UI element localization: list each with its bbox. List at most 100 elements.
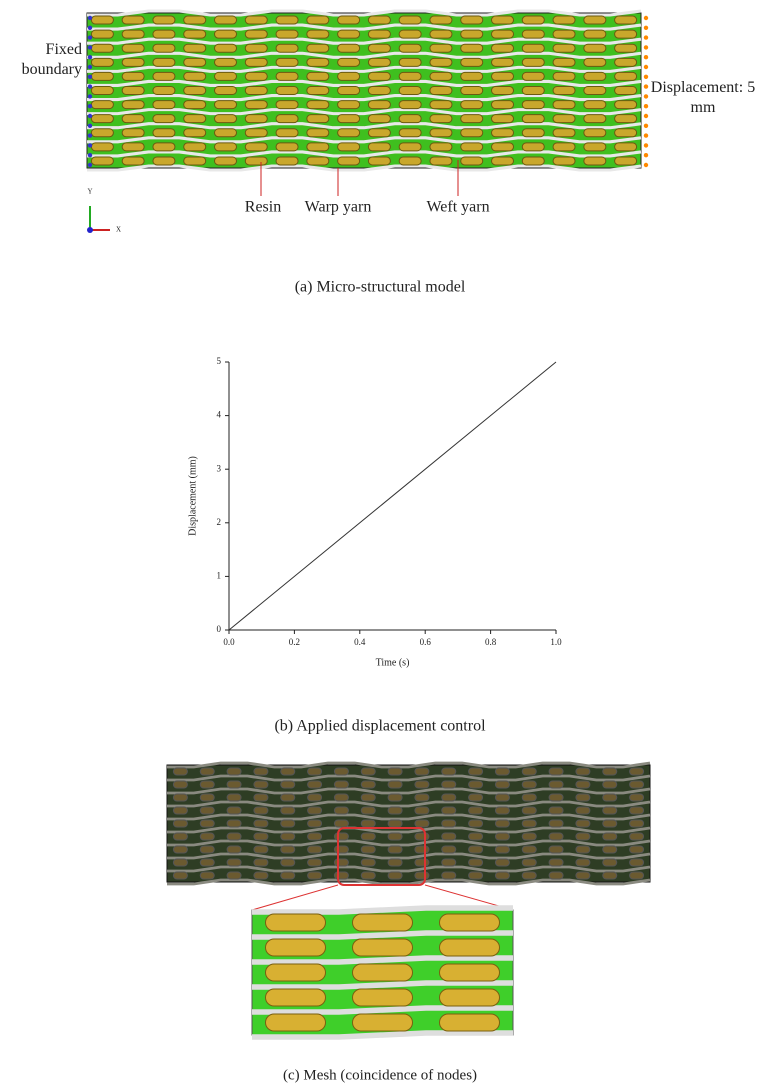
yarn [549,846,563,853]
yarn [334,820,348,827]
yarn [361,833,375,840]
yarn [353,1014,413,1031]
yarn [440,914,500,931]
yarn [338,44,360,52]
yarn [388,833,402,840]
yarn [495,794,509,801]
yarn [461,129,483,137]
yarn [368,115,390,123]
yarn [495,781,509,788]
yarn [227,820,241,827]
yarn [122,143,144,151]
bc-marker [88,16,92,20]
yarn [266,1014,326,1031]
yarn [200,859,214,866]
yarn [153,157,175,165]
yarn [430,115,452,123]
yarn [215,129,237,137]
zoom-line [252,885,338,910]
yarn [615,157,637,165]
yarn [215,157,237,165]
yarn [245,44,267,52]
yarn [522,768,536,775]
yarn [276,44,298,52]
yarn [276,157,298,165]
yarn [630,820,644,827]
yarn [153,16,175,24]
yarn [184,143,206,151]
yarn [553,30,575,38]
yarn [522,820,536,827]
yarn [184,101,206,109]
yarn [576,781,590,788]
yarn [495,872,509,879]
bc-marker [88,55,92,59]
yarn [153,30,175,38]
yarn [338,157,360,165]
yarn [334,833,348,840]
yarn [361,768,375,775]
yarn [276,16,298,24]
bc-marker [88,124,92,128]
yarn [553,72,575,80]
yarn [461,44,483,52]
yarn [584,87,606,95]
yarn [442,872,456,879]
left-label: Fixed boundary [20,40,82,80]
yarn [388,794,402,801]
yarn [281,872,295,879]
yarn [388,781,402,788]
yarn [368,101,390,109]
yarn [630,781,644,788]
yarn [245,101,267,109]
yarn [91,58,113,66]
yarn [254,859,268,866]
x-tick-label: 1.0 [550,637,562,647]
yarn [122,129,144,137]
yarn [334,872,348,879]
yarn [215,16,237,24]
yarn [122,72,144,80]
yarn [495,846,509,853]
yarn [469,781,483,788]
yarn [576,794,590,801]
yarn [227,833,241,840]
yarn [549,768,563,775]
load-marker [644,124,648,128]
bc-marker [88,133,92,137]
yarn [281,768,295,775]
yarn [576,859,590,866]
yarn [415,820,429,827]
yarn [549,781,563,788]
yarn [173,781,187,788]
yarn [522,129,544,137]
yarn [522,833,536,840]
yarn [469,859,483,866]
yarn [630,872,644,879]
yarn [603,807,617,814]
yarn [308,820,322,827]
load-marker [644,163,648,167]
y-tick-label: 3 [217,463,222,473]
yarn [492,87,514,95]
yarn [122,44,144,52]
yarn [461,157,483,165]
yarn [576,768,590,775]
x-tick-label: 0.6 [420,637,432,647]
yarn [492,115,514,123]
yarn [603,820,617,827]
yarn [254,807,268,814]
yarn [227,794,241,801]
yarn [254,768,268,775]
yarn [245,30,267,38]
yarn [91,72,113,80]
yarn [200,846,214,853]
yarn [276,143,298,151]
yarn [584,16,606,24]
yarn [91,87,113,95]
yarn [334,846,348,853]
yarn [615,16,637,24]
yarn [254,781,268,788]
yarn [584,115,606,123]
yarn [368,87,390,95]
